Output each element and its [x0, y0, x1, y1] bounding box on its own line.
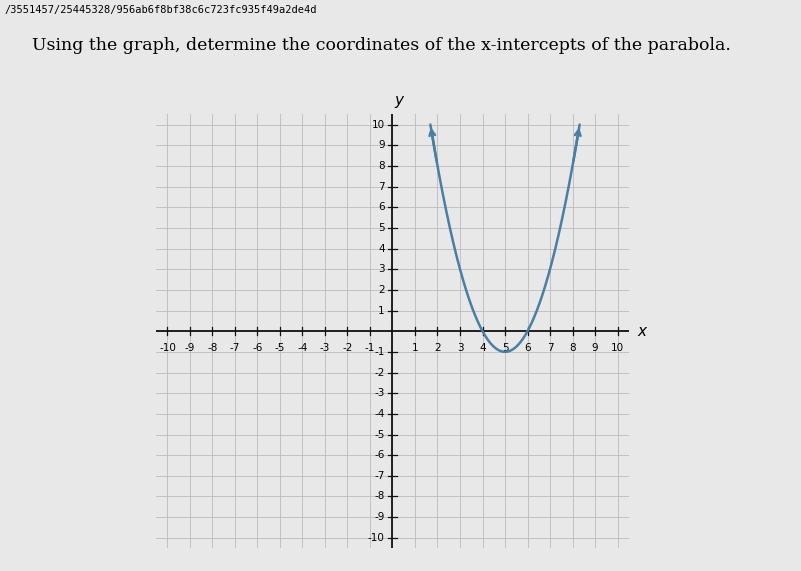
Text: -1: -1: [374, 347, 384, 357]
Text: -1: -1: [364, 343, 375, 352]
Text: -5: -5: [275, 343, 285, 352]
Text: x: x: [638, 324, 646, 339]
Text: -8: -8: [207, 343, 218, 352]
Text: -10: -10: [159, 343, 176, 352]
Text: -3: -3: [320, 343, 330, 352]
Text: -7: -7: [374, 471, 384, 481]
Text: -9: -9: [374, 512, 384, 522]
Text: -4: -4: [297, 343, 308, 352]
Text: 4: 4: [378, 243, 384, 254]
Text: 9: 9: [378, 140, 384, 150]
Text: /3551457/25445328/956ab6f8bf38c6c723fc935f49a2de4d: /3551457/25445328/956ab6f8bf38c6c723fc93…: [4, 5, 316, 15]
Text: 6: 6: [378, 202, 384, 212]
Text: -10: -10: [368, 533, 384, 543]
Text: -6: -6: [374, 450, 384, 460]
Text: 6: 6: [524, 343, 531, 352]
Text: 1: 1: [412, 343, 418, 352]
Text: -3: -3: [374, 388, 384, 398]
Text: Using the graph, determine the coordinates of the x-intercepts of the parabola.: Using the graph, determine the coordinat…: [32, 37, 731, 54]
Text: -4: -4: [374, 409, 384, 419]
Text: 9: 9: [592, 343, 598, 352]
Text: 10: 10: [611, 343, 624, 352]
Text: 7: 7: [378, 182, 384, 191]
Text: -5: -5: [374, 429, 384, 440]
Text: 7: 7: [547, 343, 553, 352]
Text: -2: -2: [374, 368, 384, 377]
Text: 1: 1: [378, 305, 384, 316]
Text: 10: 10: [372, 119, 384, 130]
Text: 8: 8: [570, 343, 576, 352]
Text: -2: -2: [342, 343, 352, 352]
Text: 3: 3: [378, 264, 384, 274]
Text: 5: 5: [378, 223, 384, 233]
Text: -9: -9: [185, 343, 195, 352]
Text: -6: -6: [252, 343, 263, 352]
Text: -7: -7: [230, 343, 240, 352]
Text: 5: 5: [501, 343, 509, 352]
Text: -8: -8: [374, 492, 384, 501]
Text: 4: 4: [479, 343, 486, 352]
Text: 2: 2: [434, 343, 441, 352]
Text: 8: 8: [378, 161, 384, 171]
Text: 3: 3: [457, 343, 463, 352]
Text: y: y: [395, 93, 404, 108]
Text: 2: 2: [378, 285, 384, 295]
